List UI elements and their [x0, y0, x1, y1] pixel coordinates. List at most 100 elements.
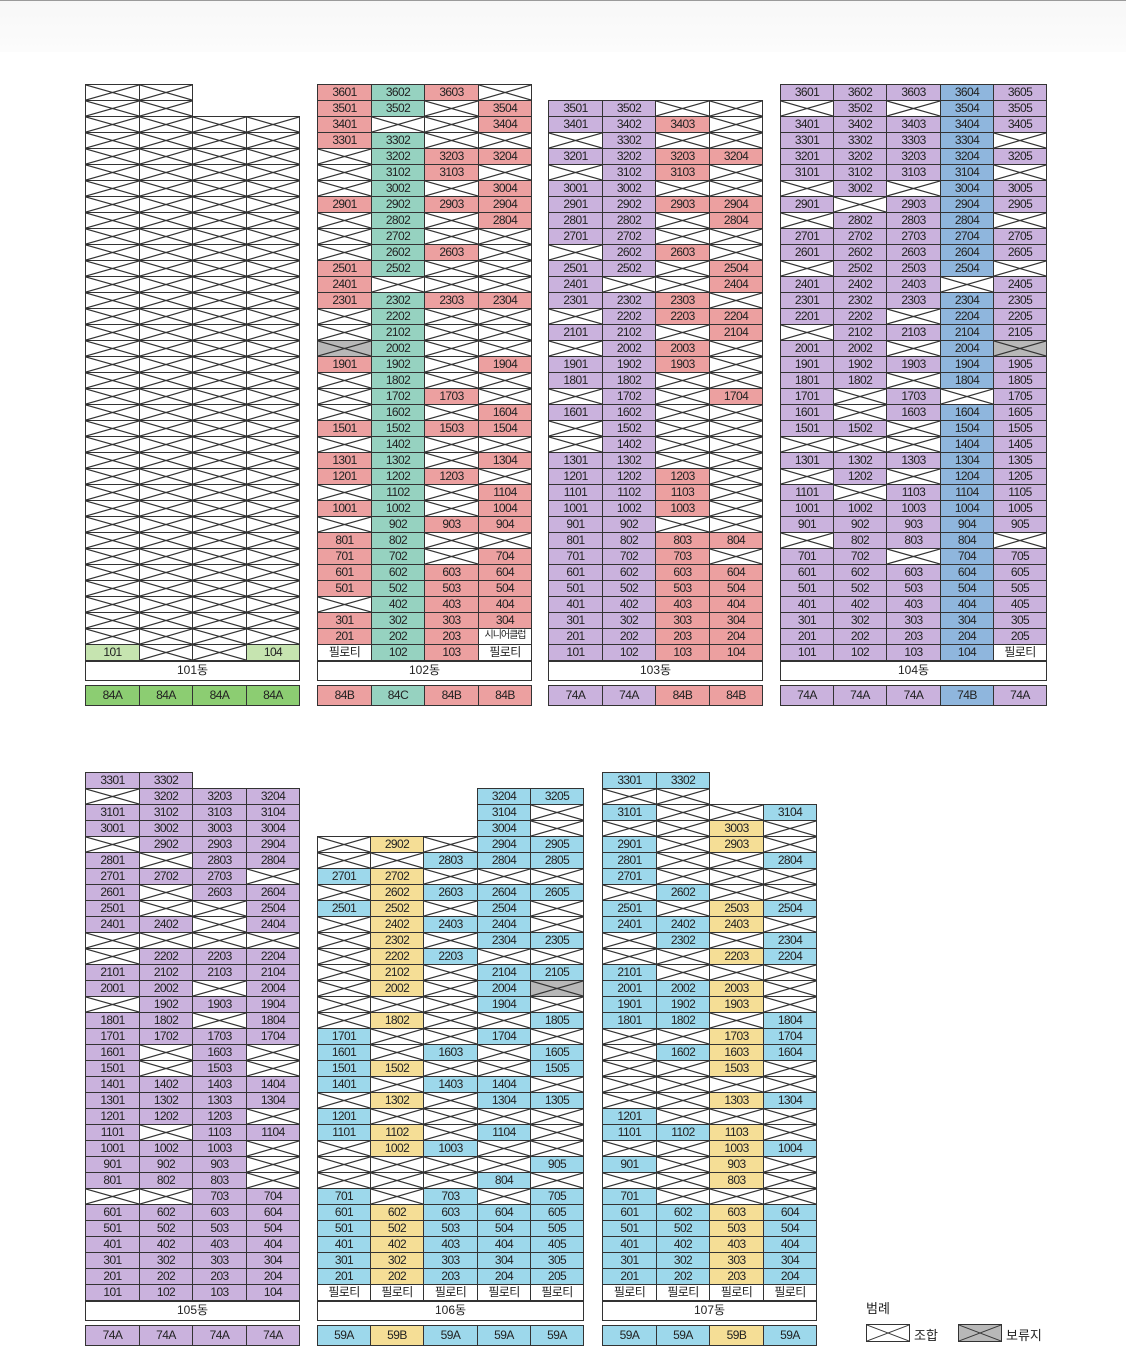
unit-cell: 1902 [656, 996, 710, 1013]
union-unit-cell [833, 196, 887, 213]
unit-cell: 2304 [763, 932, 817, 949]
union-unit-cell [548, 132, 603, 149]
union-unit-cell [139, 340, 193, 357]
unit-cell: 2804 [478, 212, 532, 229]
union-unit-cell [246, 484, 300, 501]
union-unit-cell [993, 164, 1047, 181]
unit-cell: 204 [477, 1268, 531, 1285]
unit-type-label: 74A [602, 685, 656, 706]
unit-cell: 201 [317, 628, 372, 645]
unit-cell: 1601 [780, 404, 834, 421]
union-unit-cell [602, 1140, 657, 1157]
unit-cell: 301 [602, 1252, 657, 1269]
unit-cell: 2504 [940, 260, 994, 277]
union-unit-cell [709, 100, 763, 117]
union-unit-cell [192, 132, 247, 149]
unit-cell: 2603 [192, 884, 247, 901]
union-unit-cell [602, 788, 657, 805]
unit-cell: 403 [709, 1236, 764, 1253]
union-unit-cell [192, 196, 247, 213]
union-unit-cell [886, 372, 941, 389]
union-unit-cell [886, 308, 941, 325]
unit-cell: 2503 [709, 900, 764, 917]
union-unit-cell [85, 564, 140, 581]
union-unit-cell [192, 1012, 247, 1029]
union-unit-cell [192, 484, 247, 501]
union-unit-cell [85, 372, 140, 389]
union-unit-cell [370, 1028, 424, 1045]
union-unit-cell [709, 180, 763, 197]
unit-cell: 3002 [139, 820, 193, 837]
unit-cell: 202 [602, 628, 656, 645]
unit-cell: 1204 [940, 468, 994, 485]
unit-cell: 103 [192, 1284, 247, 1301]
unit-cell: 1704 [477, 1028, 531, 1045]
unit-cell: 201 [548, 628, 603, 645]
unit-cell: 2104 [940, 324, 994, 341]
unit-cell: 404 [246, 1236, 300, 1253]
unit-cell: 2002 [833, 340, 887, 357]
unit-cell: 603 [886, 564, 941, 581]
unit-cell: 3203 [655, 148, 710, 165]
union-unit-cell [246, 516, 300, 533]
unit-cell: 2401 [317, 276, 372, 293]
unit-cell: 1105 [993, 484, 1047, 501]
union-unit-cell [317, 980, 371, 997]
unit-cell: 2903 [886, 196, 941, 213]
unit-cell: 101 [85, 1284, 140, 1301]
unit-cell: 2404 [246, 916, 300, 933]
union-unit-cell [246, 340, 300, 357]
union-unit-cell [423, 1156, 478, 1173]
unit-cell: 2102 [139, 964, 193, 981]
union-unit-cell [139, 372, 193, 389]
union-unit-cell [85, 196, 140, 213]
unit-cell: 2401 [602, 916, 657, 933]
union-unit-cell [246, 1140, 300, 1157]
unit-cell: 804 [477, 1172, 531, 1189]
unit-cell: 1605 [530, 1044, 584, 1061]
union-unit-cell [548, 340, 603, 357]
unit-cell: 필로티 [763, 1284, 817, 1301]
union-unit-cell [85, 836, 140, 853]
union-unit-cell [530, 900, 584, 917]
union-unit-cell [317, 148, 372, 165]
unit-cell: 904 [478, 516, 532, 533]
union-unit-cell [85, 132, 140, 149]
unit-cell: 703 [655, 548, 710, 565]
unit-cell: 1302 [371, 452, 425, 469]
union-unit-cell [371, 116, 425, 133]
unit-cell: 1404 [940, 436, 994, 453]
unit-cell: 3203 [886, 148, 941, 165]
union-unit-cell [139, 644, 193, 661]
unit-cell: 1104 [478, 484, 532, 501]
unit-cell: 2605 [530, 884, 584, 901]
unit-cell: 1104 [246, 1124, 300, 1141]
union-unit-cell [192, 404, 247, 421]
unit-cell: 2103 [192, 964, 247, 981]
unit-cell: 602 [602, 564, 656, 581]
unit-cell: 201 [317, 1268, 371, 1285]
union-unit-cell [709, 244, 763, 261]
unit-cell: 504 [940, 580, 994, 597]
union-unit-cell [192, 276, 247, 293]
unit-cell: 302 [602, 612, 656, 629]
union-unit-cell [709, 804, 764, 821]
unit-cell: 1203 [655, 468, 710, 485]
unit-cell: 2302 [371, 292, 425, 309]
union-unit-cell [477, 1188, 531, 1205]
unit-cell: 803 [886, 532, 941, 549]
union-unit-cell [85, 468, 140, 485]
union-unit-cell [602, 1028, 657, 1045]
union-unit-cell [317, 996, 371, 1013]
union-unit-cell [780, 260, 834, 277]
unit-cell: 1501 [780, 420, 834, 437]
unit-cell: 2801 [85, 852, 140, 869]
union-unit-cell [548, 308, 603, 325]
union-unit-cell [763, 884, 817, 901]
unit-cell: 1303 [709, 1092, 764, 1109]
unit-cell: 2304 [477, 932, 531, 949]
unit-cell: 3602 [833, 84, 887, 101]
unit-cell: 3603 [424, 84, 479, 101]
union-unit-cell [246, 452, 300, 469]
unit-cell: 704 [940, 548, 994, 565]
